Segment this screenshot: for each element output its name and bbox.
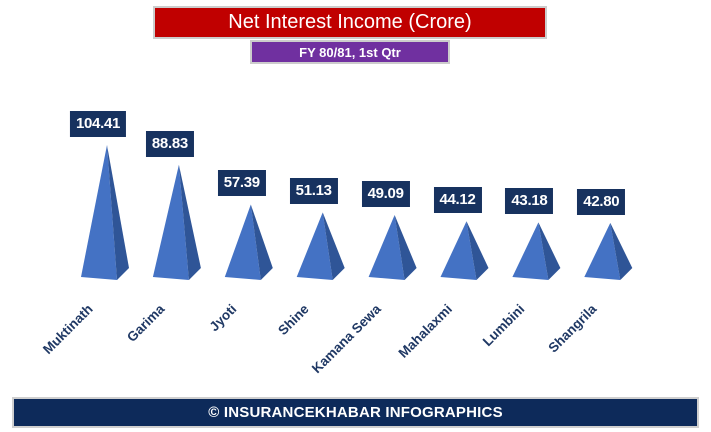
pyramid-side-jyoti — [250, 204, 273, 280]
value-label-shine: 51.13 — [289, 178, 338, 205]
pyramid-side-lumbini — [538, 222, 561, 280]
value-label-garima: 88.83 — [145, 130, 194, 157]
chart-title: Net Interest Income (Crore) — [228, 11, 472, 33]
value-label-lumbini: 43.18 — [505, 188, 554, 215]
pyramid-front-shine — [296, 212, 333, 280]
pyramid-side-shangrila — [610, 222, 633, 280]
pyramid-front-mahalaxmi — [440, 221, 477, 280]
chart-subtitle-banner: FY 80/81, 1st Qtr — [250, 40, 450, 64]
footer-credit: © INSURANCEKHABAR INFOGRAPHICS — [208, 404, 503, 421]
pyramid-side-shine — [322, 212, 345, 280]
chart-subtitle: FY 80/81, 1st Qtr — [299, 44, 401, 60]
pyramid-front-garima — [152, 164, 189, 280]
pyramid-front-lumbini — [512, 222, 549, 280]
value-label-kamana-sewa: 49.09 — [361, 180, 410, 207]
pyramid-side-mahalaxmi — [466, 221, 489, 280]
pyramid-front-shangrila — [584, 222, 621, 280]
pyramid-front-kamana-sewa — [368, 214, 405, 280]
value-label-shangrila: 42.80 — [577, 188, 626, 215]
value-label-mahalaxmi: 44.12 — [433, 187, 482, 214]
pyramid-side-garima — [178, 164, 201, 280]
pyramid-side-muktinath — [107, 145, 129, 280]
pyramid-side-kamana-sewa — [394, 214, 417, 280]
value-label-muktinath: 104.41 — [69, 111, 127, 137]
pyramid-front-jyoti — [224, 204, 261, 280]
chart-title-banner: Net Interest Income (Crore) — [153, 6, 547, 39]
pyramid-front-muktinath — [81, 145, 117, 280]
footer-bar: © INSURANCEKHABAR INFOGRAPHICS — [12, 397, 699, 428]
value-label-jyoti: 57.39 — [217, 170, 266, 197]
